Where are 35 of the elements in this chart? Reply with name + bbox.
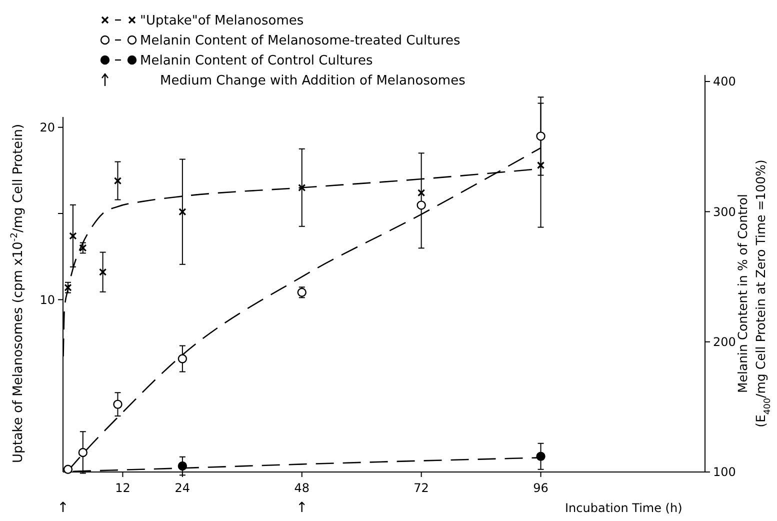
y-tick-label: 20 [40,120,55,135]
point [114,176,122,185]
y2-tick-label: 300 [713,204,736,219]
point [178,354,188,364]
point [298,184,306,192]
point [536,452,546,461]
x-tick-label: 24 [174,481,190,495]
y2-tick-label: 200 [713,335,736,350]
text: ↑ [57,500,69,516]
text: ↑ [296,500,308,516]
x-tick-label: 96 [533,481,548,495]
x-tick-label: 72 [414,481,429,495]
x-tick-label: 12 [115,481,130,495]
point [64,284,72,292]
point [113,400,122,409]
point [536,132,546,141]
point [416,200,426,210]
x-tick-label: 48 [294,481,310,495]
point [79,244,87,252]
point [63,464,73,474]
point [536,161,545,170]
point [178,461,188,471]
point [78,448,88,458]
point [69,232,77,240]
legend-label: "Uptake"of Melanosomes [140,14,304,29]
point [99,268,107,276]
point [178,208,186,216]
legend-label: Melanin Content of Melanosome-treated Cultures [140,34,460,49]
point [418,189,426,197]
text: Medium Change with Addition of Melanosomes [160,74,466,89]
legend-label: Melanin Content of Control Cultures [140,54,373,69]
y2-tick-label: 400 [713,74,736,89]
x-axis-title: Incubation Time (h) [565,501,682,515]
y2-tick-label: 100 [713,465,736,480]
y-tick-label: 10 [40,292,55,307]
